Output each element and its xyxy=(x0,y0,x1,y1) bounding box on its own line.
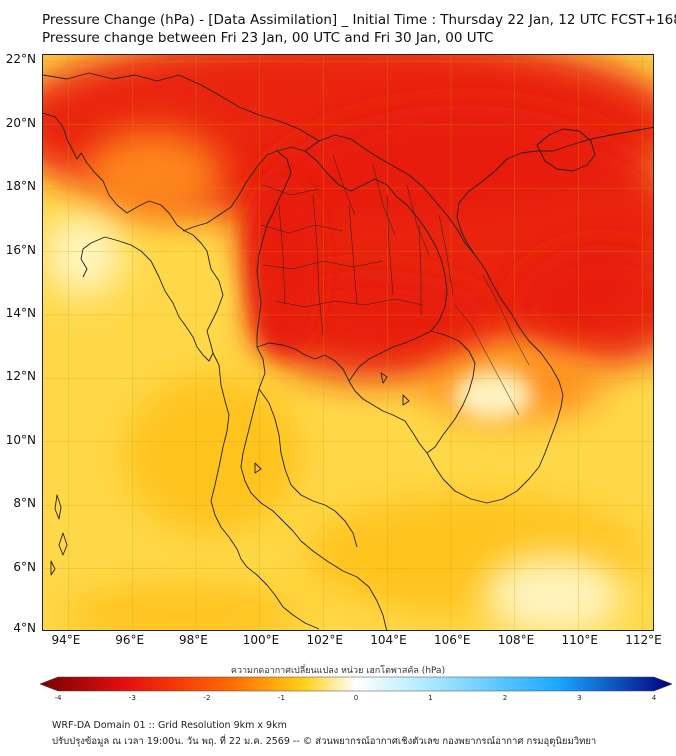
border-thailand-malaysia xyxy=(290,484,358,548)
pressure-field-region xyxy=(83,130,223,220)
coastlines-and-borders xyxy=(43,72,653,630)
latitude-label: 16°N xyxy=(5,242,36,257)
pressure-field-region xyxy=(123,375,303,535)
latitude-label: 12°N xyxy=(5,369,36,384)
coastline-hainan xyxy=(536,128,596,172)
longitude-label: 96°E xyxy=(115,633,145,647)
colorbar-tick: -4 xyxy=(54,694,62,702)
pressure-field-region xyxy=(243,175,323,355)
border-myanmar-thailand xyxy=(182,150,292,347)
map-title-line-2: Pressure change between Fri 23 Jan, 00 U… xyxy=(42,30,494,46)
longitude-label: 94°E xyxy=(51,633,81,647)
border-laos-vietnam xyxy=(304,134,476,256)
colorbar-caption: ความกดอากาศเปลี่ยนแปลง หน่วย เฮกโตพาสคัล… xyxy=(230,666,446,676)
longitude-label: 108°E xyxy=(497,633,535,647)
border-cambodia-vietnam xyxy=(426,330,476,454)
colorbar xyxy=(40,676,672,692)
islands-andaman xyxy=(50,494,68,576)
colorbar-tick: 4 xyxy=(651,694,657,702)
longitude-label: 112°E xyxy=(625,633,662,647)
footer-credit: ปรับปรุงข้อมูล ณ เวลา 19:00น. วัน พฤ. ที… xyxy=(52,736,597,747)
colorbar-tick: -2 xyxy=(203,694,211,702)
latitude-label: 14°N xyxy=(5,305,36,320)
map-canvas xyxy=(43,55,653,630)
coastline-malaysia-east xyxy=(356,576,387,630)
colorbar-tick: 3 xyxy=(577,694,582,702)
province-lines-thailand xyxy=(260,184,424,336)
border-thailand-cambodia xyxy=(348,330,432,382)
longitude-label: 98°E xyxy=(179,633,208,647)
coastline-kra-isthmus-east xyxy=(258,388,292,486)
latitude-label: 18°N xyxy=(5,179,36,194)
colorbar-tick: 2 xyxy=(502,694,508,702)
latitude-label: 20°N xyxy=(5,115,36,130)
map-title-line-1: Pressure Change (hPa) - [Data Assimilati… xyxy=(42,12,676,28)
colorbar-tick: 0 xyxy=(353,694,359,702)
longitude-label: 110°E xyxy=(561,633,599,647)
longitude-label: 100°E xyxy=(242,633,280,647)
pressure-field-region xyxy=(63,585,303,630)
pressure-change-map xyxy=(42,54,654,631)
longitude-label: 106°E xyxy=(434,633,471,647)
latitude-label: 4°N xyxy=(13,621,36,635)
pressure-field-region xyxy=(453,370,533,420)
footer-model-info: WRF-DA Domain 01 :: Grid Resolution 9km … xyxy=(52,720,287,731)
longitude-label: 102°E xyxy=(306,633,344,647)
colorbar-tick: -3 xyxy=(129,694,136,702)
province-lines-laos-vietnam xyxy=(332,154,530,416)
coastline-cambodia-vietnam-south xyxy=(426,254,564,504)
longitude-label: 104°E xyxy=(370,633,407,647)
border-thailand-laos xyxy=(276,146,448,332)
coastline-gulf-of-thailand-west xyxy=(240,346,358,578)
coastline-myanmar-west xyxy=(43,112,224,362)
pressure-field-region xyxy=(513,245,653,365)
coastline-andaman-coast xyxy=(210,352,320,630)
colorbar-tick: -1 xyxy=(278,694,285,702)
colorbar-tick: 1 xyxy=(428,694,433,702)
latitude-label: 10°N xyxy=(5,432,36,447)
colorbar-gradient xyxy=(40,676,672,692)
islands-gulf xyxy=(254,372,410,474)
latitude-label: 8°N xyxy=(13,496,36,511)
pressure-field-region xyxy=(483,555,623,630)
latitude-label: 22°N xyxy=(5,52,36,67)
map-gridlines xyxy=(43,55,653,630)
pressure-field-region xyxy=(43,215,123,295)
border-china-south xyxy=(43,72,320,142)
coastline-vietnam-north xyxy=(456,126,653,256)
latitude-label: 6°N xyxy=(13,559,36,574)
